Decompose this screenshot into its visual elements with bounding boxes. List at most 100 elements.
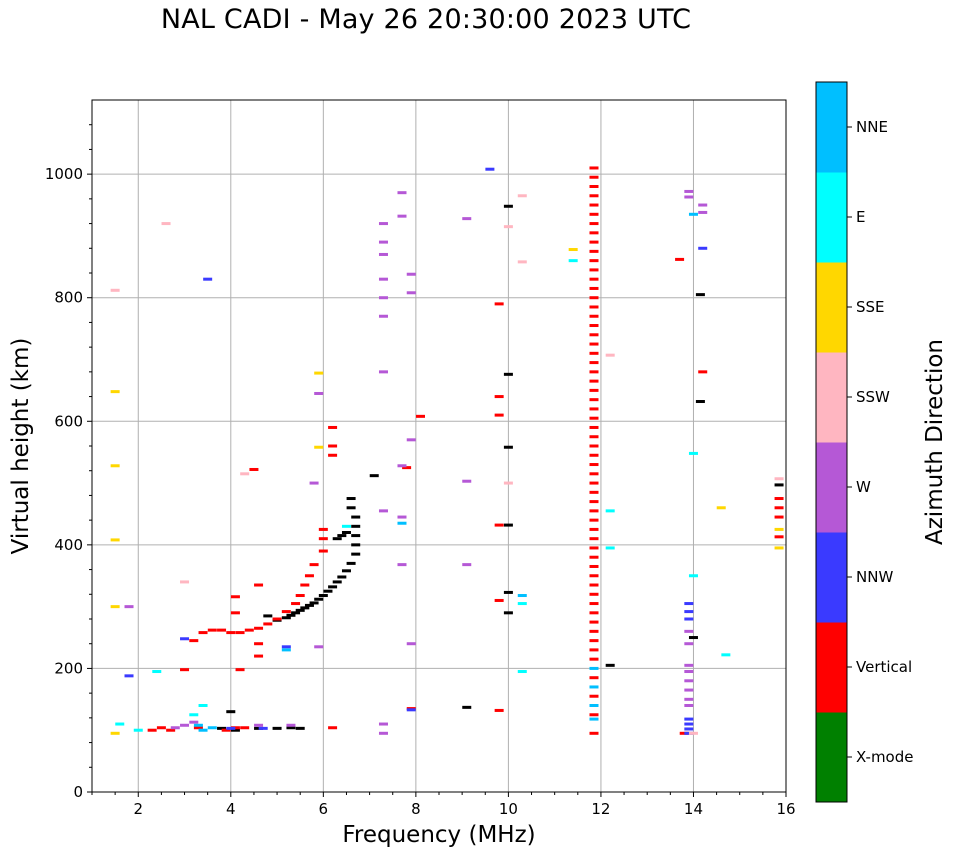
x-tick-label: 14	[684, 800, 703, 818]
data-point	[309, 601, 319, 605]
data-point	[323, 589, 333, 593]
data-point	[378, 731, 388, 735]
data-point	[281, 616, 291, 620]
data-point	[688, 731, 698, 735]
data-point	[503, 204, 513, 208]
data-point	[332, 580, 342, 584]
data-point	[589, 527, 599, 531]
data-point	[152, 670, 162, 674]
data-point	[397, 191, 407, 195]
data-point	[589, 620, 599, 624]
data-point	[503, 523, 513, 527]
data-point	[295, 608, 305, 612]
data-point	[203, 277, 213, 281]
data-point	[254, 726, 264, 730]
data-point	[295, 594, 305, 598]
data-point	[318, 549, 328, 553]
data-point	[189, 713, 199, 717]
data-point	[406, 291, 416, 295]
y-tick-label: 400	[54, 536, 83, 554]
x-tick-label: 10	[499, 800, 518, 818]
data-point	[589, 249, 599, 253]
data-point	[351, 515, 361, 519]
data-point	[397, 214, 407, 218]
data-point	[406, 438, 416, 442]
data-point	[170, 726, 180, 730]
data-point	[589, 379, 599, 383]
data-point	[328, 726, 338, 730]
data-point	[605, 353, 615, 357]
data-point	[684, 629, 694, 633]
data-point	[589, 277, 599, 281]
data-point	[328, 444, 338, 448]
colorbar-segment	[816, 442, 847, 533]
data-point	[589, 175, 599, 179]
data-point	[589, 425, 599, 429]
data-point	[318, 537, 328, 541]
data-point	[684, 642, 694, 646]
data-point	[378, 370, 388, 374]
data-point	[198, 728, 208, 732]
data-point	[254, 583, 264, 587]
colorbar-segment	[816, 532, 847, 623]
data-point	[462, 563, 472, 567]
data-point	[217, 726, 227, 730]
data-point	[589, 583, 599, 587]
data-point	[589, 351, 599, 355]
data-point	[110, 605, 120, 609]
data-point	[589, 388, 599, 392]
colorbar-segment	[816, 262, 847, 353]
data-point	[589, 407, 599, 411]
colorbar-tick-label: NNW	[856, 568, 893, 586]
data-point	[589, 518, 599, 522]
data-point	[328, 425, 338, 429]
data-point	[337, 534, 347, 538]
data-point	[328, 453, 338, 457]
data-point	[589, 305, 599, 309]
data-marks	[110, 166, 784, 735]
data-point	[254, 642, 264, 646]
data-point	[226, 631, 236, 635]
data-point	[272, 617, 282, 621]
data-point	[688, 451, 698, 455]
data-point	[589, 537, 599, 541]
data-point	[774, 535, 784, 539]
data-point	[589, 231, 599, 235]
data-point	[180, 580, 190, 584]
data-point	[193, 726, 203, 730]
colorbar-tick-label: W	[856, 478, 871, 496]
data-point	[230, 611, 240, 615]
data-point	[589, 444, 599, 448]
y-tick-label: 1000	[45, 165, 83, 183]
data-point	[589, 490, 599, 494]
data-point	[589, 286, 599, 290]
data-point	[226, 726, 236, 730]
data-point	[589, 704, 599, 707]
data-point	[684, 731, 694, 735]
data-point	[332, 537, 342, 541]
data-point	[166, 728, 176, 732]
data-point	[589, 717, 599, 721]
data-point	[695, 293, 705, 297]
data-point	[281, 648, 291, 652]
data-point	[589, 370, 599, 374]
data-point	[684, 663, 694, 667]
data-point	[688, 212, 698, 216]
data-point	[774, 483, 784, 487]
data-point	[189, 639, 199, 643]
colorbar-tick-label: SSE	[856, 298, 885, 316]
data-point	[378, 222, 388, 226]
data-point	[406, 642, 416, 646]
data-point	[589, 657, 599, 661]
data-point	[304, 574, 314, 578]
data-point	[346, 497, 356, 501]
data-point	[503, 445, 513, 449]
data-point	[397, 515, 407, 519]
data-point	[193, 723, 203, 727]
data-point	[589, 564, 599, 568]
data-point	[589, 361, 599, 365]
data-point	[110, 538, 120, 542]
data-point	[230, 728, 240, 732]
data-point	[346, 561, 356, 565]
colorbar-segment	[816, 352, 847, 443]
